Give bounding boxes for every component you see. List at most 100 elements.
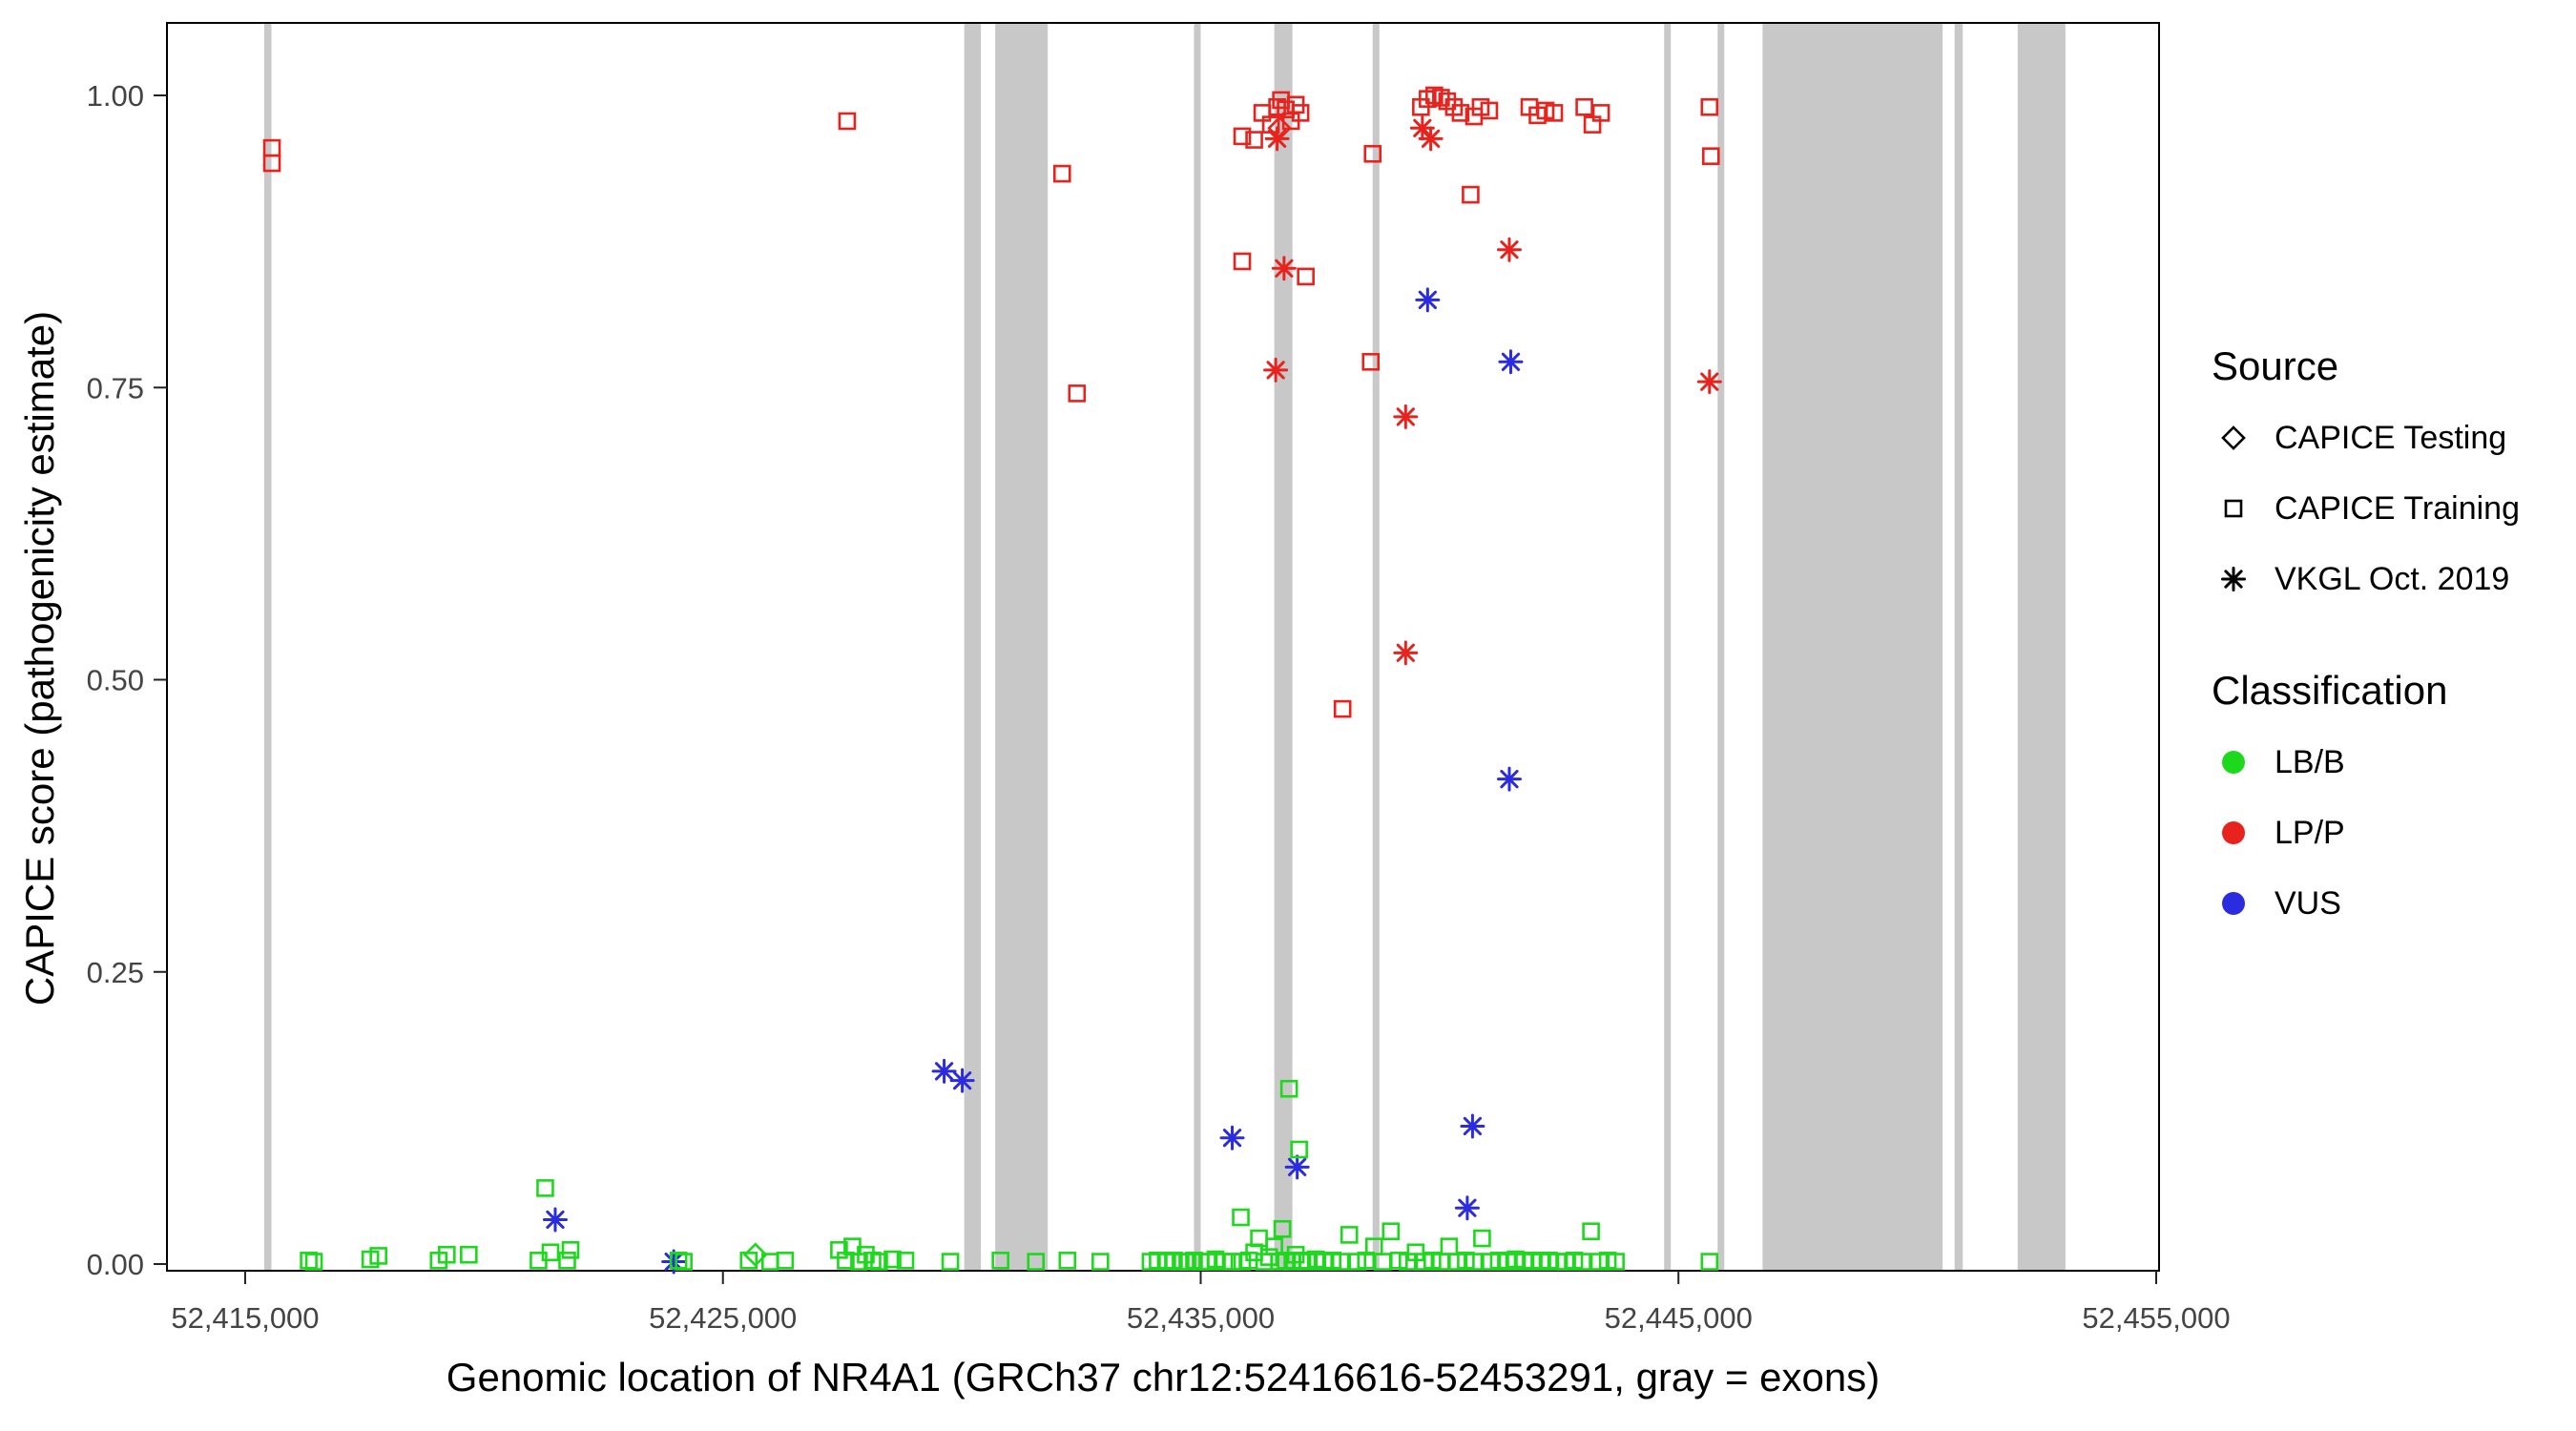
exon-bands	[264, 23, 2066, 1271]
data-point	[739, 1252, 758, 1270]
data-point	[1500, 769, 1519, 789]
y-axis: 0.00 0.25 0.50 0.75 1.00	[87, 79, 167, 1281]
data-point	[1451, 104, 1470, 122]
legend-item-label: CAPICE Training	[2275, 489, 2520, 527]
color-dot-icon	[2222, 751, 2245, 774]
legend-item-square: CAPICE Training	[2212, 487, 2574, 530]
exon-band	[1664, 23, 1672, 1271]
data-point	[1363, 144, 1382, 163]
data-point	[262, 154, 281, 173]
data-point	[896, 1252, 915, 1270]
data-point	[1333, 699, 1352, 718]
data-point	[1290, 1140, 1308, 1159]
data-point	[1582, 1222, 1600, 1241]
data-point	[561, 1241, 580, 1259]
data-point	[1340, 1226, 1359, 1244]
data-point	[1331, 1253, 1350, 1271]
data-point	[870, 1253, 888, 1271]
data-point	[1223, 1253, 1241, 1271]
data-point	[675, 1253, 693, 1271]
data-point	[991, 1252, 1009, 1270]
color-dot-icon	[2222, 821, 2245, 844]
y-tick-label: 1.00	[87, 79, 144, 113]
x-tick-label: 52,445,000	[1605, 1301, 1753, 1335]
exon-band	[2017, 23, 2066, 1271]
data-point	[1361, 353, 1381, 371]
diamond-icon	[2221, 425, 2246, 450]
asterisk-icon	[2221, 567, 2246, 591]
x-tick-label: 52,415,000	[171, 1301, 319, 1335]
data-point	[1233, 127, 1252, 146]
data-point	[1463, 1116, 1483, 1136]
x-tick-label: 52,425,000	[649, 1301, 797, 1335]
data-point	[1418, 290, 1437, 310]
exon-band	[1194, 23, 1201, 1271]
data-point	[1052, 164, 1071, 183]
y-tick-label: 0.25	[87, 956, 144, 989]
y-tick-label: 0.00	[87, 1248, 144, 1281]
legend-item-label: LP/P	[2275, 814, 2345, 851]
legend: Source CAPICE Testing CAPICE Training VKGL…	[2212, 343, 2574, 952]
data-point	[460, 1245, 478, 1264]
data-point	[952, 1071, 972, 1090]
data-point	[941, 1253, 960, 1271]
data-point	[1396, 407, 1415, 426]
data-point	[1458, 1198, 1477, 1217]
data-point	[883, 1250, 902, 1269]
data-point	[1465, 1253, 1484, 1271]
data-point	[664, 1252, 683, 1272]
panel-border	[166, 22, 2160, 1272]
y-tick-label: 0.75	[87, 371, 144, 404]
square-icon	[2224, 499, 2243, 518]
legend-item-asterisk: VKGL Oct. 2019	[2212, 557, 2574, 601]
y-tick-label: 0.50	[87, 664, 144, 697]
legend-item-lp-p: LP/P	[2212, 811, 2574, 855]
data-point	[776, 1252, 795, 1270]
data-point	[1700, 372, 1719, 391]
exon-band	[995, 23, 1049, 1271]
legend-item-label: LB/B	[2275, 743, 2345, 780]
data-point	[1440, 1237, 1459, 1255]
data-point	[1421, 129, 1441, 148]
legend-item-label: VUS	[2275, 884, 2341, 922]
exon-band	[264, 23, 272, 1271]
data-point	[1273, 1219, 1292, 1238]
data-point	[1462, 185, 1480, 204]
data-point	[1501, 352, 1521, 371]
data-point	[934, 1062, 954, 1081]
exon-band	[1372, 23, 1380, 1271]
data-point	[1575, 97, 1593, 116]
legend-item-lb-b: LB/B	[2212, 740, 2574, 784]
data-point	[1279, 1079, 1298, 1098]
color-dot-icon	[2222, 892, 2245, 915]
data-point	[1700, 1253, 1719, 1271]
data-point	[558, 1252, 576, 1270]
exon-band	[1717, 23, 1725, 1271]
data-point	[1266, 361, 1285, 380]
data-point	[1545, 104, 1564, 122]
data-point	[1027, 1253, 1046, 1271]
legend-item-label: VKGL Oct. 2019	[2275, 560, 2510, 597]
data-point	[1607, 1253, 1625, 1271]
data-point	[1288, 1157, 1307, 1176]
data-point	[1396, 643, 1415, 662]
data-point	[1413, 118, 1432, 137]
data-point	[304, 1253, 323, 1271]
legend-item-diamond: CAPICE Testing	[2212, 416, 2574, 460]
exon-band	[1954, 23, 1963, 1271]
data-point	[1232, 1208, 1250, 1227]
legend-source-items: CAPICE Testing CAPICE Training VKGL Oct. 2…	[2212, 416, 2574, 601]
y-axis-title: CAPICE score (pathogenicity estimate)	[17, 310, 62, 1006]
data-point	[1233, 252, 1252, 271]
exon-band	[964, 23, 982, 1271]
data-point	[1259, 1248, 1278, 1266]
data-point	[546, 1210, 565, 1230]
data-point	[1701, 147, 1720, 165]
data-point	[1255, 1253, 1274, 1271]
exon-band	[1274, 23, 1293, 1271]
data-point	[1381, 1222, 1401, 1241]
legend-classification-title: Classification	[2212, 668, 2448, 713]
data-point	[1432, 89, 1450, 107]
data-point	[1267, 129, 1287, 148]
data-point	[1091, 1253, 1110, 1271]
